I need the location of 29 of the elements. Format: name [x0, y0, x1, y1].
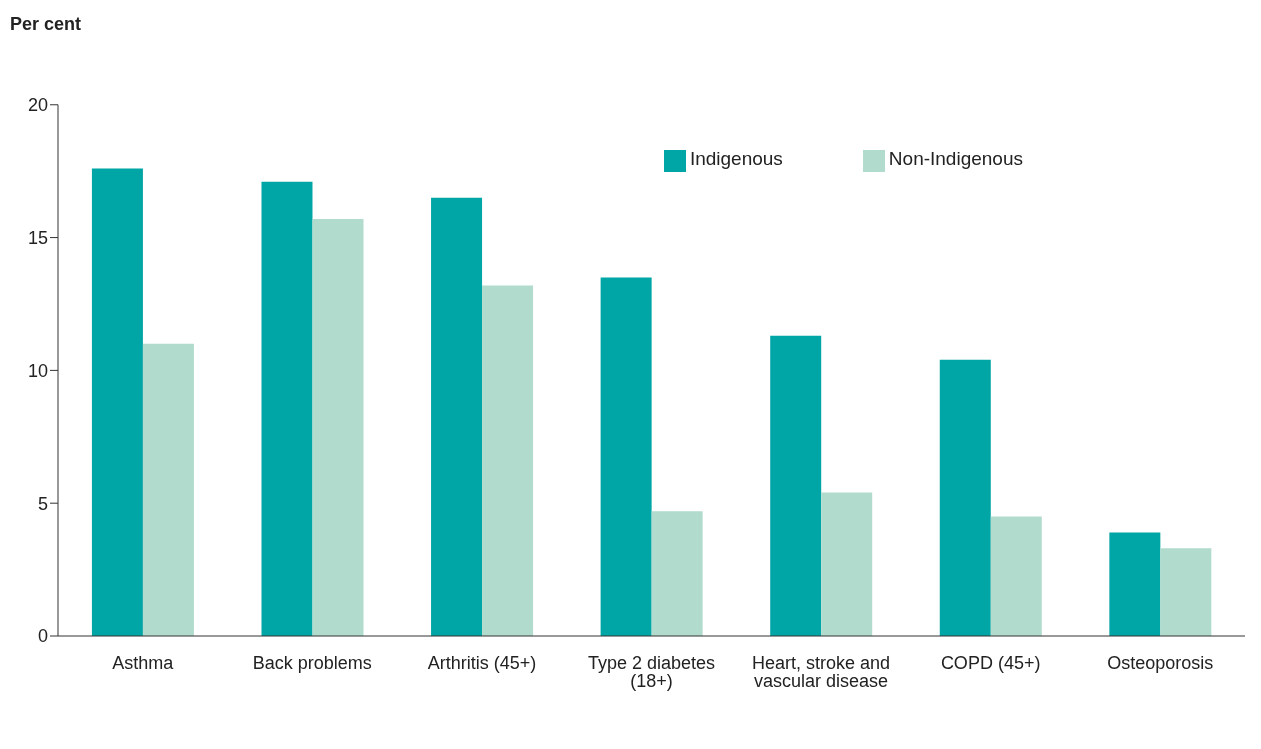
bar [1109, 532, 1161, 636]
bar [261, 181, 313, 636]
bar [482, 285, 534, 636]
bar [431, 197, 483, 636]
x-tick-label: Back problems [252, 652, 372, 673]
bar [770, 335, 822, 636]
bar [600, 277, 652, 636]
x-tick-label: Arthritis (45+) [427, 652, 537, 673]
y-tick-label: 10 [27, 360, 48, 381]
bar [651, 511, 703, 636]
y-tick-label: 5 [37, 493, 48, 514]
x-tick-label: COPD (45+) [940, 652, 1041, 673]
bar [990, 516, 1042, 636]
legend-label: Indigenous [689, 148, 783, 169]
bar [312, 218, 364, 636]
y-axis-title: Per cent [10, 14, 82, 35]
y-tick-label: 0 [37, 626, 48, 647]
bar [91, 168, 143, 636]
x-tick-label: Asthma [112, 652, 175, 673]
y-tick-label: 15 [27, 227, 48, 248]
y-tick-label: 20 [27, 95, 48, 116]
bar [1160, 548, 1212, 636]
bar [821, 492, 873, 636]
bar [142, 343, 194, 636]
legend-label: Non-Indigenous [888, 148, 1023, 169]
x-tick-label: Heart, stroke and vascular disease [752, 652, 891, 691]
x-tick-label: Osteoporosis [1107, 652, 1214, 673]
bar [939, 359, 991, 636]
x-tick-label: Type 2 diabetes (18+) [587, 652, 716, 691]
